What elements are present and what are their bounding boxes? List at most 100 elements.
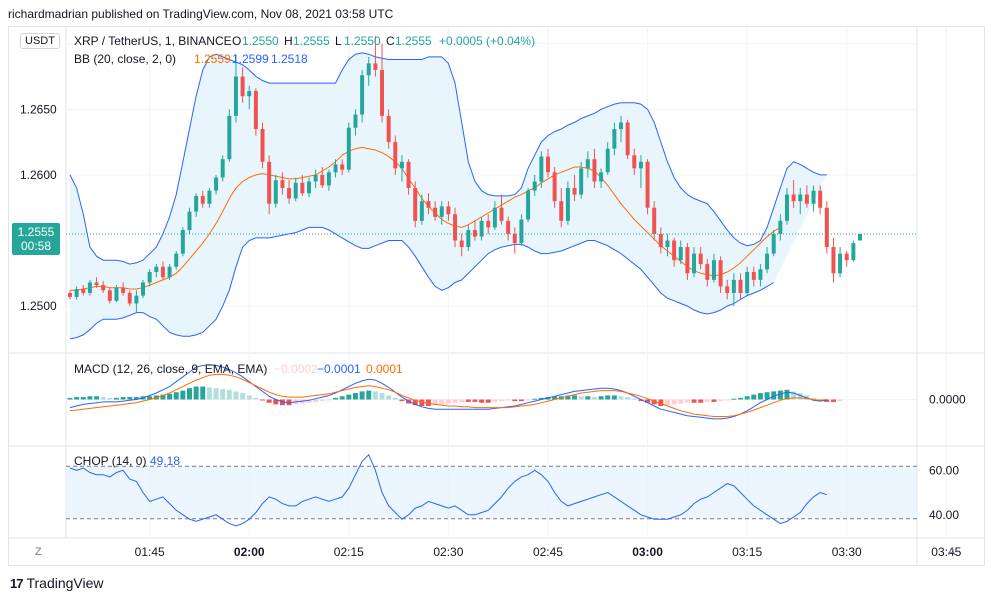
candle-body (838, 253, 843, 274)
time-axis[interactable]: 01:45 02:00 02:15 02:30 02:45 03:00 03:15 03:30… (135, 545, 993, 559)
macd-histogram-bar (711, 399, 717, 402)
chop-legend: CHOP (14, 0) 49.18 (74, 454, 180, 468)
bb-label: BB (20, close, 2, 0) (74, 52, 176, 66)
candle-body (612, 129, 617, 149)
macd-histogram-bar (645, 399, 651, 403)
macd-histogram-bar (273, 399, 279, 405)
candle-body (725, 286, 730, 293)
macd-histogram-bar (246, 395, 252, 400)
macd-histogram-bar (233, 391, 239, 400)
macd-histogram-bar (671, 399, 677, 405)
candle-body (340, 164, 345, 170)
macd-signal-value: 0.0001 (366, 362, 403, 376)
macd-histogram-bar (200, 386, 206, 400)
macd-histogram-bar (565, 395, 571, 400)
candle-body (147, 271, 152, 283)
candle-body (74, 289, 79, 297)
candle-body (526, 190, 531, 220)
currency-button[interactable]: USDT (20, 33, 60, 49)
change-value: +0.0005 (+0.04%) (439, 34, 535, 48)
chop-label: CHOP (14, 0) (74, 454, 146, 468)
macd-histogram-bar (585, 396, 591, 400)
last-price-value: 1.2555 (18, 225, 55, 239)
ohlc-key: C (386, 34, 395, 48)
macd-histogram-bar (465, 399, 471, 402)
candle-body (652, 207, 657, 234)
macd-histogram-bar (180, 390, 186, 400)
candle-body (738, 279, 743, 293)
candle-body (187, 211, 192, 231)
candle-body (579, 168, 584, 195)
time-tick-label: 03:15 (732, 545, 762, 559)
candle-body (459, 240, 464, 248)
macd-histogram-bar (412, 399, 418, 406)
publisher-line: richardmadrian published on TradingView.… (8, 7, 394, 21)
last-price-badge (12, 222, 60, 255)
candle-body (625, 122, 630, 156)
macd-histogram-bar (591, 397, 597, 400)
auto-scale-button[interactable]: A (948, 546, 956, 558)
candle-body (413, 188, 418, 221)
macd-histogram-bar (74, 397, 80, 400)
candle-body (240, 76, 245, 97)
macd-histogram-bar (625, 397, 631, 400)
macd-histogram-bar (731, 398, 737, 400)
time-tick-label: 03:30 (832, 545, 862, 559)
macd-histogram-bar (459, 399, 465, 402)
macd-histogram-bar (518, 399, 524, 402)
macd-histogram-bar (618, 396, 624, 400)
candle-body (167, 266, 172, 278)
macd-histogram-bar (133, 397, 139, 400)
candle-body (705, 264, 710, 280)
candle-body (665, 240, 670, 248)
macd-histogram-bar (160, 394, 166, 400)
macd-histogram-bar (445, 399, 451, 404)
brand-name: TradingView (26, 575, 104, 591)
zoom-button[interactable]: Z (35, 546, 42, 558)
chop-value: 49.18 (150, 454, 180, 468)
macd-histogram-bar (724, 399, 730, 401)
candle-body (134, 295, 139, 304)
macd-histogram-bar (771, 391, 777, 400)
macd-histogram-bar (226, 389, 232, 400)
candle-body (811, 190, 816, 204)
tradingview-logo[interactable]: 17 TradingView (10, 575, 104, 591)
candle-body (486, 220, 491, 228)
macd-histogram-bar (691, 399, 697, 403)
macd-histogram-bar (87, 396, 93, 400)
macd-histogram-bar (532, 398, 538, 400)
macd-histogram-bar (187, 388, 192, 400)
candle-body (718, 260, 723, 287)
candle-body (559, 201, 564, 221)
macd-histogram-bar (432, 399, 438, 406)
macd-histogram-bar (319, 399, 325, 402)
candle-body (492, 207, 497, 228)
candle-body (386, 115, 391, 143)
macd-histogram-bar (512, 399, 518, 402)
macd-histogram-bar (638, 399, 644, 402)
macd-histogram-bar (452, 399, 458, 403)
macd-histogram-bar (678, 399, 684, 404)
candles (68, 35, 862, 313)
candle-body (539, 156, 544, 182)
candle-body (333, 164, 338, 173)
candle-body (180, 230, 185, 254)
candle-body (313, 174, 318, 182)
candle-body (818, 190, 823, 208)
ohlc-value: 1.2555 (395, 34, 432, 48)
candle-body (360, 75, 365, 115)
candle-body (804, 194, 809, 204)
candle-body (366, 63, 371, 76)
bb-lower-line (69, 226, 774, 340)
candle-body (532, 181, 537, 191)
candle-body (784, 194, 789, 221)
macd-histogram-bar (738, 397, 743, 400)
candle-body (565, 188, 570, 221)
time-tick-label: 02:00 (234, 545, 265, 559)
chop-tick-label: 60.00 (929, 463, 959, 477)
bb-upper-value: 1.2599 (232, 52, 269, 66)
logo-mark-icon: 17 (10, 575, 24, 591)
candle-body (267, 161, 272, 204)
